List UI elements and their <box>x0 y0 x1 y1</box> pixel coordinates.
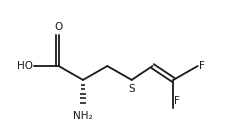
Text: HO: HO <box>17 61 33 71</box>
Text: F: F <box>198 61 204 71</box>
Text: S: S <box>128 84 134 94</box>
Text: F: F <box>173 96 179 106</box>
Text: O: O <box>54 22 63 32</box>
Text: NH₂: NH₂ <box>73 111 92 121</box>
